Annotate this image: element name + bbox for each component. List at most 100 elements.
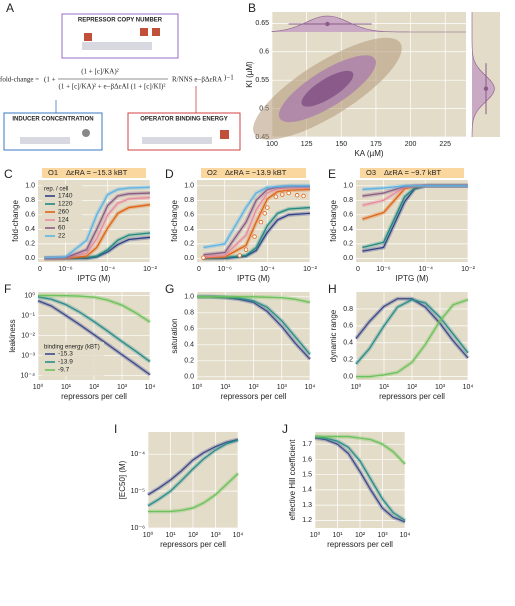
x-zero-label: 0 bbox=[356, 266, 360, 273]
panel: J 10⁰ 10¹ 10² 10³ 10⁴ 1.2 1.3 1.4 1.5 1.6 1.7 repres… bbox=[282, 422, 410, 549]
x-axis-label: repressors per cell bbox=[221, 392, 287, 401]
series-line bbox=[37, 300, 151, 376]
data-point bbox=[258, 219, 264, 225]
legend-label: 22 bbox=[58, 233, 66, 240]
title-operator: O1 bbox=[48, 168, 58, 177]
marginal-y bbox=[471, 12, 495, 138]
y-tick-label: 0.6 bbox=[184, 326, 194, 333]
dna-icon bbox=[82, 42, 152, 50]
series-line bbox=[362, 185, 468, 191]
x-tick-label: 10⁰ bbox=[143, 531, 154, 539]
legend-label: -9.7 bbox=[58, 367, 70, 374]
x-tick-label: 10⁻⁴ bbox=[260, 266, 275, 273]
repressor-icon bbox=[140, 28, 148, 36]
data-point bbox=[243, 247, 249, 252]
y-tick-label: 0.6 bbox=[343, 212, 353, 219]
x-zero-label: 0 bbox=[197, 266, 201, 273]
y-tick-label: 0.0 bbox=[343, 373, 353, 380]
panel: F 10⁰ 10¹ 10² 10³ 10⁴ 10⁻⁴ 10⁻³ 10⁻² 10⁻¹ 10⁰ repre… bbox=[4, 282, 155, 401]
title-box bbox=[42, 168, 146, 178]
panel: G 10⁰ 10¹ 10² 10³ 10⁴ 0.0 0.2 0.4 0.6 0.8 1.0 repres… bbox=[165, 282, 315, 401]
x-tick-label: 10⁴ bbox=[400, 532, 411, 539]
chart-title: ΔεRA = −9.7 kBT bbox=[384, 168, 442, 177]
series-line bbox=[44, 192, 151, 260]
data-point bbox=[294, 193, 300, 198]
y-tick-label: 1.0 bbox=[25, 183, 35, 190]
series-line bbox=[203, 188, 311, 259]
series-line bbox=[148, 473, 239, 513]
x-tick-label: 100 bbox=[266, 141, 278, 148]
legend-title: rep. / cell bbox=[44, 187, 68, 193]
y-tick-label: 1.6 bbox=[302, 456, 312, 463]
x-tick-label: 10³ bbox=[277, 384, 288, 391]
series-line bbox=[314, 437, 406, 523]
legend-label: 60 bbox=[58, 225, 66, 232]
data-point bbox=[262, 211, 267, 216]
x-tick-label: 10¹ bbox=[220, 384, 231, 391]
title-operator: O3 bbox=[366, 168, 376, 177]
series-line bbox=[355, 298, 469, 365]
series-line bbox=[203, 186, 311, 258]
panel: B1001251501752002250.450.50.550.60.65KA … bbox=[245, 1, 500, 158]
y-tick-label: 0.2 bbox=[343, 357, 353, 364]
x-axis-label: repressors per cell bbox=[379, 392, 445, 401]
eq-close: )−1 bbox=[224, 74, 234, 82]
y-tick-label: 1.5 bbox=[302, 472, 312, 479]
y-tick-label: 0.8 bbox=[184, 197, 194, 204]
x-tick-label: 10⁰ bbox=[351, 383, 362, 391]
panel-label: D bbox=[165, 167, 174, 181]
y-tick-label: 1.4 bbox=[302, 487, 312, 494]
y-tick-label: 0.2 bbox=[184, 241, 194, 248]
panel-a: A REPRESSOR COPY NUMBER fold-change = (1… bbox=[0, 1, 241, 151]
x-tick-label: 10⁻⁴ bbox=[100, 266, 115, 273]
series-line bbox=[203, 185, 310, 249]
x-tick-label: 10¹ bbox=[61, 384, 72, 391]
x-tick-label: 10³ bbox=[377, 532, 388, 539]
dna-icon bbox=[142, 137, 212, 144]
y-axis-label: fold-change bbox=[170, 200, 179, 242]
legend-label: 1220 bbox=[58, 201, 73, 208]
y-tick-label: 1.0 bbox=[184, 183, 194, 190]
x-tick-label: 10³ bbox=[210, 532, 221, 539]
y-tick-label: 0.6 bbox=[184, 212, 194, 219]
repressor-icon bbox=[220, 130, 229, 139]
series-line bbox=[44, 204, 151, 260]
x-tick-label: 10² bbox=[89, 384, 100, 391]
x-axis-label: IPTG (M) bbox=[78, 274, 111, 283]
y-tick-label: 1.0 bbox=[343, 183, 353, 190]
y-tick-label: 0.65 bbox=[255, 20, 269, 27]
legend-label: -15.3 bbox=[58, 351, 73, 358]
x-tick-label: 10³ bbox=[117, 384, 128, 391]
panel-label: F bbox=[4, 282, 11, 296]
eq-factor: R/NNS e−βΔεRA bbox=[172, 76, 222, 84]
chart-title: ΔεRA = −15.3 kBT bbox=[66, 168, 128, 177]
y-tick-label: 1.0 bbox=[184, 294, 194, 301]
panel-label: H bbox=[328, 282, 337, 296]
x-tick-label: 10⁻² bbox=[303, 266, 317, 273]
x-tick-label: 10¹ bbox=[165, 532, 176, 539]
y-tick-label: 0.4 bbox=[343, 226, 353, 233]
x-tick-label: 10¹ bbox=[379, 384, 390, 391]
y-tick-label: 0.8 bbox=[25, 197, 35, 204]
panel-label: B bbox=[248, 1, 256, 15]
y-tick-label: 1.2 bbox=[302, 517, 312, 524]
x-axis-label: IPTG (M) bbox=[396, 274, 429, 283]
series-line bbox=[355, 298, 469, 359]
operator-title: OPERATOR BINDING ENERGY bbox=[140, 117, 227, 123]
y-tick-label: 10⁻⁵ bbox=[131, 488, 145, 495]
data-point bbox=[265, 205, 270, 210]
x-tick-label: 10⁻⁶ bbox=[58, 266, 72, 273]
y-tick-label: 0.6 bbox=[25, 212, 35, 219]
panel: I 10⁰ 10¹ 10² 10³ 10⁴ 10⁻⁶ 10⁻⁵ 10⁻⁴ repressors p… bbox=[114, 422, 243, 549]
y-tick-label: 10⁻⁶ bbox=[131, 525, 145, 532]
y-tick-label: 10⁻⁴ bbox=[21, 372, 36, 379]
data-point bbox=[286, 190, 291, 196]
y-axis-label: dynamic range bbox=[329, 309, 338, 362]
y-axis-label: effective Hill coefficient bbox=[288, 439, 297, 521]
median-x bbox=[325, 21, 330, 27]
title-box bbox=[360, 168, 464, 178]
x-tick-label: 10⁰ bbox=[310, 531, 321, 539]
x-tick-label: 10² bbox=[355, 532, 366, 539]
data-point bbox=[252, 234, 257, 239]
title-operator: O2 bbox=[207, 168, 217, 177]
